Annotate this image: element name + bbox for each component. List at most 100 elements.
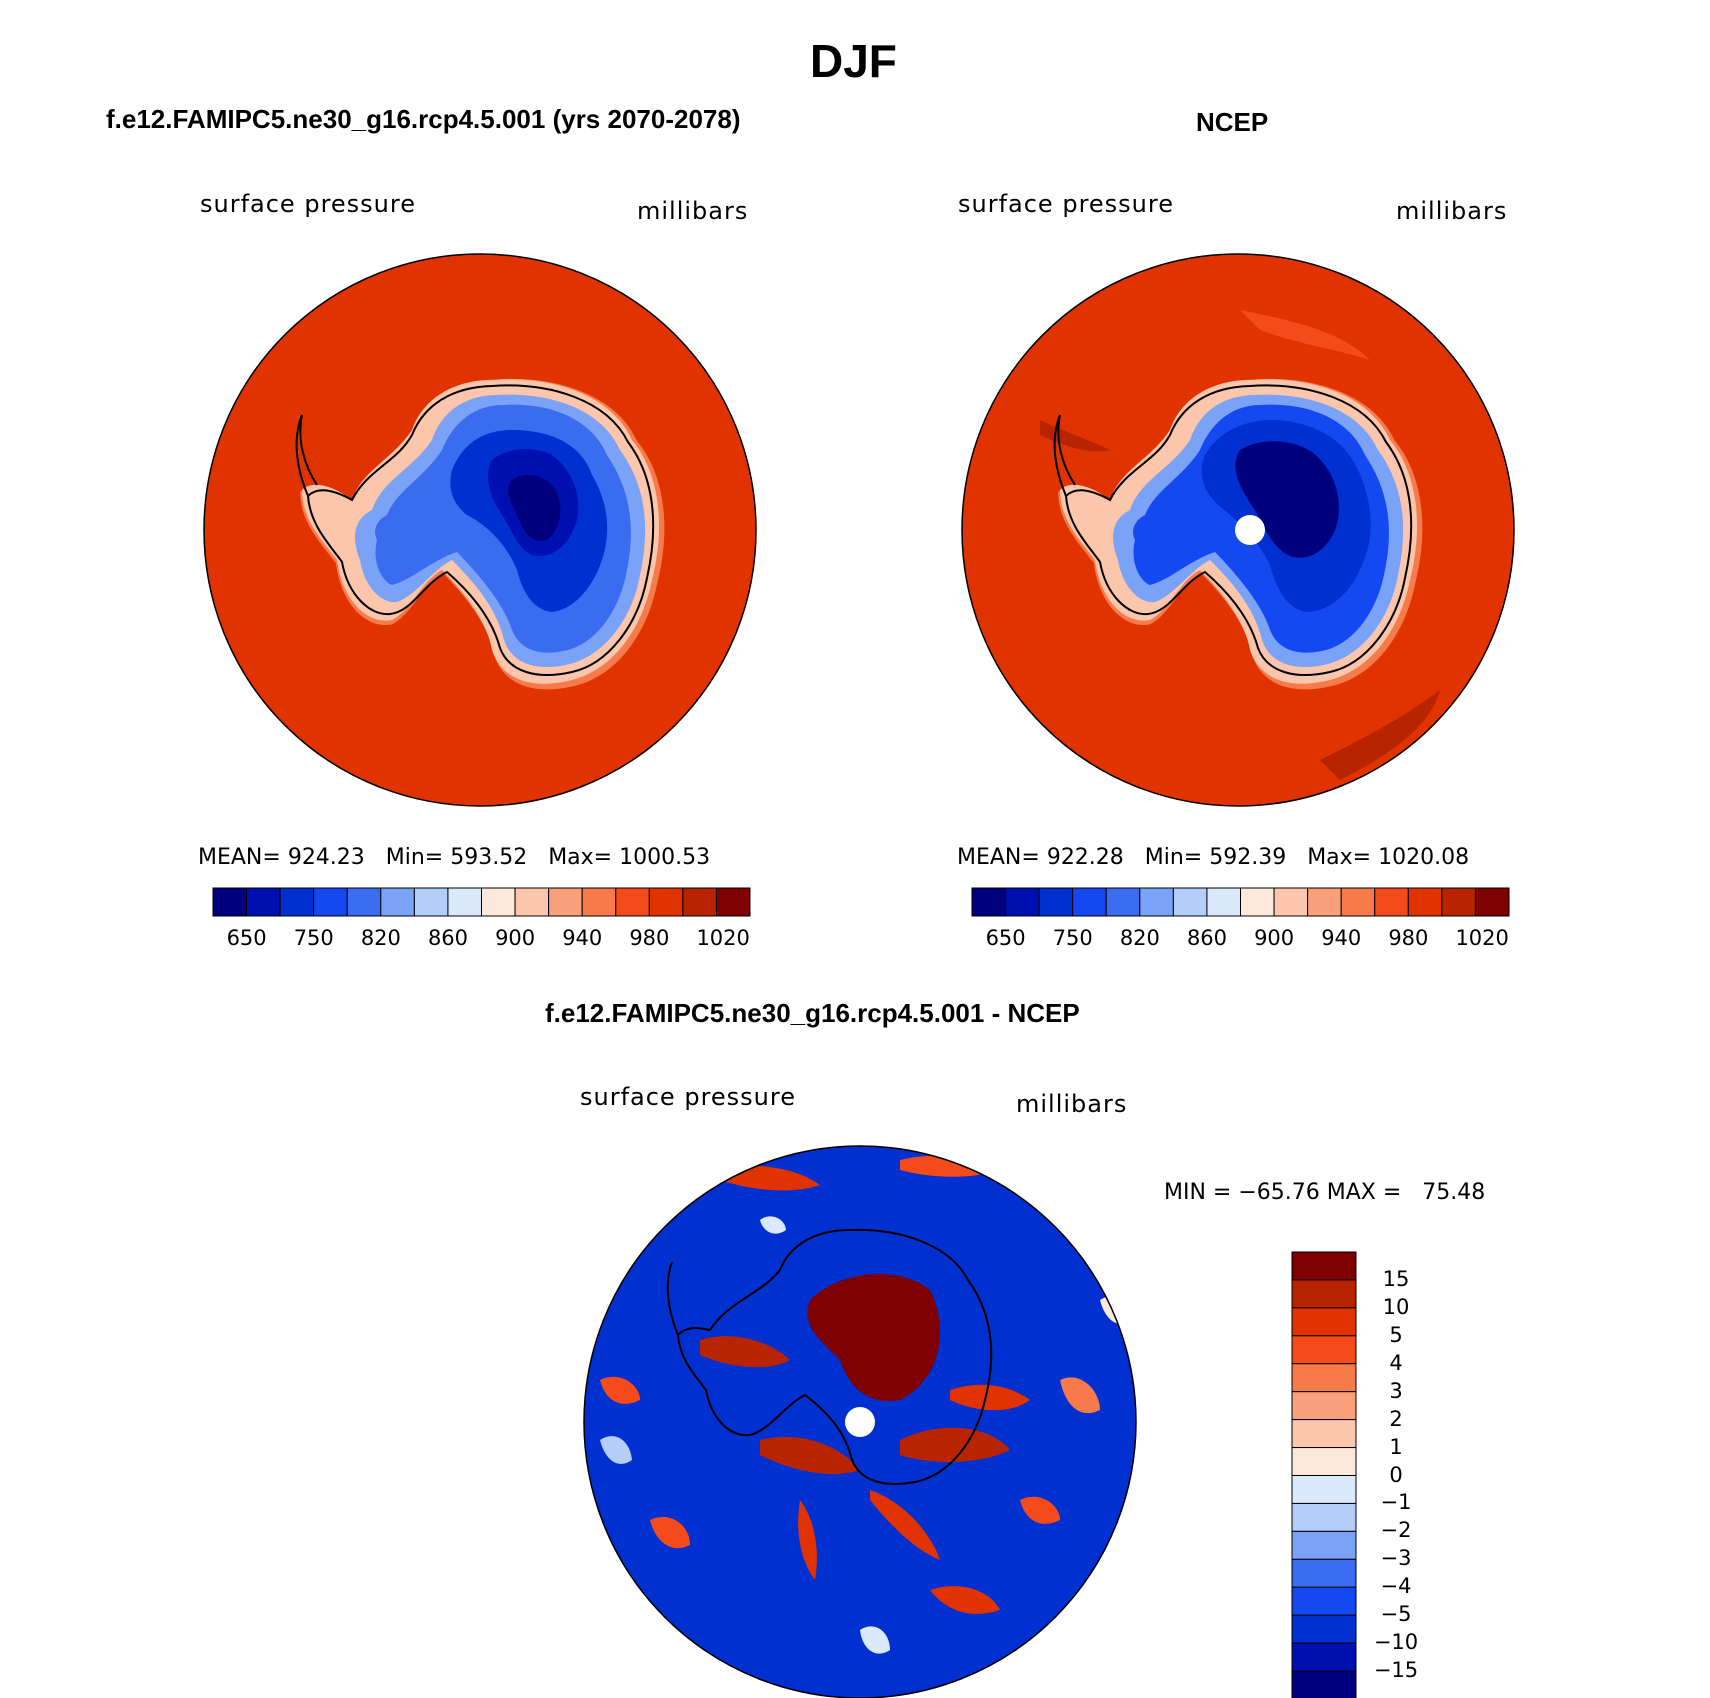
colorbar-swatch [648,887,684,917]
figure-title: DJF [810,35,897,87]
obs-map-border [961,253,1515,807]
colorbar-swatch [447,887,482,917]
colorbar-swatch [1291,1363,1357,1393]
colorbar-swatch [346,887,382,917]
colorbar-tick-label: 650 [985,926,1026,950]
colorbar-swatch [380,887,415,917]
obs-polar-map [962,254,1514,806]
colorbar-swatch [615,887,650,917]
diff-panel-title: f.e12.FAMIPC5.ne30_g16.rcp4.5.001 - NCEP [545,998,1080,1028]
diff-stats: MIN = −65.76 MAX = 75.48 [1164,1180,1486,1205]
colorbar-swatch [715,887,751,917]
colorbar-swatch [1291,1335,1357,1365]
model-colorbar [212,887,751,917]
colorbar-tick-label: −15 [1373,1658,1419,1683]
colorbar-swatch [1441,887,1476,917]
colorbar-swatch [1273,887,1309,917]
colorbar-tick-label: 900 [1254,926,1295,950]
colorbar-swatch [1291,1391,1357,1421]
colorbar-tick-label: 860 [1186,926,1228,950]
colorbar-tick-label: 980 [1388,926,1429,950]
colorbar-swatch [1291,1279,1357,1309]
model-stats: MEAN= 924.23 Min= 593.52 Max= 1000.53 [198,845,711,870]
model-map-border [203,253,757,807]
colorbar-tick-label: 0 [1389,1462,1403,1487]
colorbar-swatch [1172,887,1208,917]
colorbar-swatch [1072,887,1107,917]
colorbar-swatch [581,887,617,917]
colorbar-tick-label: −1 [1380,1490,1412,1515]
colorbar-tick-label: 15 [1382,1266,1410,1291]
colorbar-swatch [1291,1642,1357,1672]
colorbar-swatch [1291,1475,1357,1504]
colorbar-swatch [1038,887,1074,917]
antarctica-pressure [1053,378,1423,690]
colorbar-tick-label: 860 [427,926,469,950]
colorbar-swatch [1291,1530,1357,1560]
colorbar-swatch [1291,1307,1357,1337]
colorbar-tick-label: 750 [1052,926,1093,950]
antarctica-coastline [676,1228,993,1485]
colorbar-swatch [1340,887,1376,917]
colorbar-tick-label: 940 [562,926,603,950]
model-units-label: millibars [637,197,749,225]
colorbar-tick-label: 1020 [1455,926,1509,950]
colorbar-tick-label: 940 [1321,926,1362,950]
diff-positive-anomalies [600,1155,1100,1614]
colorbar-swatch [246,887,281,917]
colorbar-swatch [1105,887,1141,917]
colorbar-swatch [1307,887,1342,917]
colorbar-swatch [1240,887,1275,917]
colorbar-tick-label: 750 [293,926,334,950]
colorbar-tick-label: 2 [1389,1406,1403,1431]
colorbar-swatch [212,887,248,917]
colorbar-tick-label: 900 [495,926,536,950]
colorbar-swatch [1407,887,1443,917]
colorbar-swatch [1291,1447,1357,1476]
colorbar-swatch [1291,1670,1357,1698]
diff-colorbar [1291,1251,1357,1698]
colorbar-swatch [279,887,315,917]
colorbar-swatch [971,887,1007,917]
colorbar-swatch [1206,887,1241,917]
model-variable-label: surface pressure [200,190,416,218]
colorbar-swatch [1139,887,1174,917]
diff-map-border [583,1145,1137,1698]
colorbar-tick-label: 5 [1389,1322,1403,1347]
colorbar-tick-label: 650 [226,926,267,950]
obs-panel-title: NCEP [1196,107,1269,137]
colorbar-swatch [1291,1502,1357,1532]
colorbar-tick-label: −4 [1380,1574,1412,1599]
colorbar-swatch [1291,1558,1357,1588]
colorbar-tick-label: 10 [1382,1294,1410,1319]
colorbar-tick-label: −10 [1373,1630,1419,1655]
colorbar-tick-label: 980 [629,926,670,950]
colorbar-tick-label: −5 [1380,1602,1412,1627]
colorbar-swatch [682,887,717,917]
colorbar-tick-label: −3 [1380,1546,1412,1571]
model-polar-map [204,254,756,806]
colorbar-swatch [481,887,516,917]
obs-units-label: millibars [1396,197,1508,225]
colorbar-swatch [1005,887,1040,917]
antarctica-pressure [295,378,665,690]
model-panel-title: f.e12.FAMIPC5.ne30_g16.rcp4.5.001 (yrs 2… [106,104,741,134]
colorbar-swatch [313,887,348,917]
colorbar-swatch [548,887,583,917]
colorbar-swatch [413,887,449,917]
colorbar-tick-label: 820 [360,926,401,950]
colorbar-swatch [514,887,550,917]
diff-units-label: millibars [1016,1090,1128,1118]
obs-stats: MEAN= 922.28 Min= 592.39 Max= 1020.08 [957,845,1470,870]
colorbar-tick-label: 3 [1389,1378,1403,1403]
colorbar-swatch [1474,887,1510,917]
colorbar-swatch [1291,1586,1357,1616]
obs-variable-label: surface pressure [958,190,1174,218]
colorbar-swatch [1291,1419,1357,1449]
diff-polar-map [584,1146,1136,1698]
obs-colorbar [971,887,1510,917]
colorbar-tick-label: −2 [1380,1518,1412,1543]
colorbar-swatch [1291,1251,1357,1281]
